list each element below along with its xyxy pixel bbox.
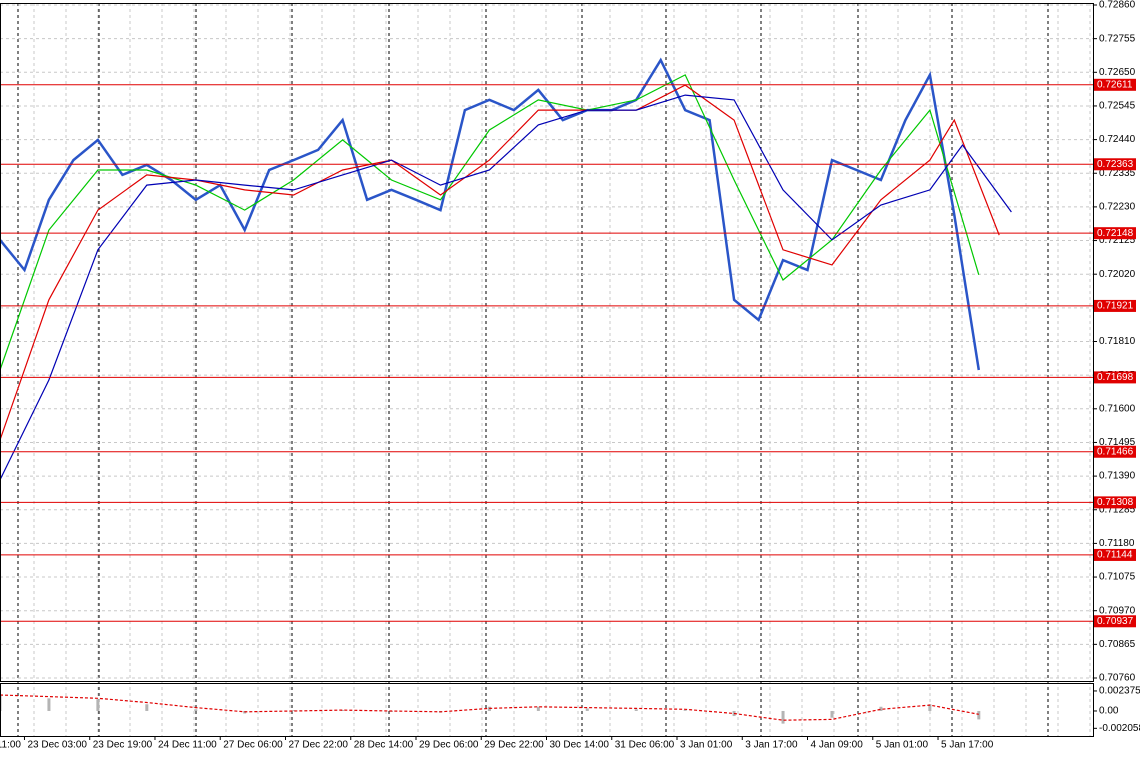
y-tick-label: 0.72125 xyxy=(1099,235,1136,246)
y-tick-label: 0.002375 xyxy=(1099,686,1140,697)
indicator-line xyxy=(0,84,1000,441)
histogram-bar xyxy=(145,704,149,711)
level-label: 0.72611 xyxy=(1097,79,1133,90)
indicator-line xyxy=(0,94,1012,481)
y-tick-label: 0.70970 xyxy=(1099,605,1136,616)
y-tick-label: 0.00 xyxy=(1099,706,1119,717)
y-tick-label: 0.72335 xyxy=(1099,168,1136,179)
x-tick-label: 31 Dec 06:00 xyxy=(615,740,675,751)
level-label: 0.72363 xyxy=(1097,159,1134,170)
indicator-line xyxy=(0,74,980,371)
y-tick-label: 0.71180 xyxy=(1099,538,1135,549)
x-tick-label: 4 Jan 09:00 xyxy=(811,740,864,751)
level-tag xyxy=(1094,445,1136,458)
x-tick-label: 3 Jan 01:00 xyxy=(680,740,733,751)
x-tick-label: 27 Dec 06:00 xyxy=(223,740,283,751)
histogram-bar xyxy=(585,708,589,711)
histogram-bar xyxy=(341,710,345,711)
histogram-bar xyxy=(634,709,638,711)
level-tag xyxy=(1094,371,1136,384)
y-tick-label: 0.71285 xyxy=(1099,504,1136,515)
y-tick-label: 0.70760 xyxy=(1099,673,1136,684)
x-tick-label: 5 Jan 01:00 xyxy=(876,740,929,751)
level-tag xyxy=(1094,615,1136,628)
x-tick-label: 28 Dec 14:00 xyxy=(354,740,414,751)
y-tick-label: 0.72545 xyxy=(1099,101,1136,112)
x-tick-label: 30 Dec 14:00 xyxy=(550,740,610,751)
y-tick-label: -0.002058 xyxy=(1099,723,1140,734)
level-label: 0.71921 xyxy=(1097,301,1134,312)
y-tick-label: 0.72020 xyxy=(1099,269,1136,280)
histogram-bar xyxy=(47,698,51,711)
histogram-bar xyxy=(928,704,932,711)
x-tick-label: 23 Dec 03:00 xyxy=(27,740,87,751)
y-tick-label: 0.72650 xyxy=(1099,67,1136,78)
level-tag xyxy=(1094,227,1136,240)
histogram-bar xyxy=(830,710,834,718)
x-tick-label: 5 Jan 17:00 xyxy=(941,740,994,751)
level-label: 0.71466 xyxy=(1097,446,1134,457)
y-tick-label: 0.72440 xyxy=(1099,134,1136,145)
level-label: 0.71698 xyxy=(1097,372,1134,383)
histogram-bar xyxy=(879,706,883,711)
x-tick-label: 24 Dec 11:00 xyxy=(158,740,217,751)
level-label: 0.72148 xyxy=(1097,228,1134,239)
y-tick-label: 0.72860 xyxy=(1099,0,1136,11)
y-tick-label: 0.70865 xyxy=(1099,639,1136,650)
y-tick-label: 0.71600 xyxy=(1099,403,1136,414)
panel-frame xyxy=(0,683,1094,737)
level-tag xyxy=(1094,548,1136,561)
x-tick-label: 27 Dec 22:00 xyxy=(288,740,348,751)
level-label: 0.70937 xyxy=(1097,616,1134,627)
panel-frame xyxy=(0,3,1094,682)
histogram-bar xyxy=(96,699,100,711)
x-tick-label: 23 Dec 19:00 xyxy=(93,740,153,751)
histogram-bar xyxy=(781,710,785,724)
y-tick-label: 0.71810 xyxy=(1099,336,1136,347)
x-tick-label: 29 Dec 06:00 xyxy=(419,740,479,751)
histogram-bar xyxy=(683,710,687,711)
y-tick-label: 0.72230 xyxy=(1099,202,1136,213)
level-tag xyxy=(1094,496,1136,509)
histogram-bar xyxy=(194,709,198,711)
y-tick-label: 0.71495 xyxy=(1099,437,1136,448)
level-tag xyxy=(1094,299,1136,312)
x-tick-label: 3 Jan 17:00 xyxy=(745,740,798,751)
histogram-bar xyxy=(536,706,540,711)
y-tick-label: 0.71075 xyxy=(1099,572,1136,583)
level-tag xyxy=(1094,158,1136,171)
x-tick-label: 29 Dec 22:00 xyxy=(484,740,544,751)
level-label: 0.71308 xyxy=(1097,497,1134,508)
level-label: 0.71144 xyxy=(1097,550,1133,561)
y-tick-label: 0.71390 xyxy=(1099,471,1136,482)
x-tick-label: 22 Dec 11:00 xyxy=(0,740,21,751)
histogram-bar xyxy=(977,710,981,720)
indicator-line xyxy=(0,694,979,721)
level-tag xyxy=(1094,78,1136,91)
histogram-bar xyxy=(292,710,296,711)
y-tick-label: 0.72755 xyxy=(1099,33,1136,44)
